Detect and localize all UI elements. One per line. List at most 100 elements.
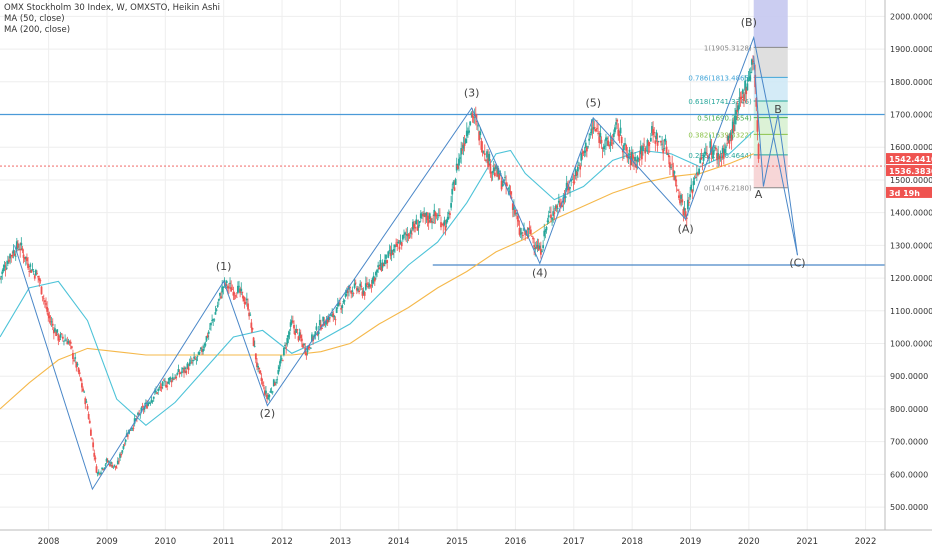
candle-body — [608, 145, 611, 147]
candle-body — [573, 181, 576, 183]
candle-body — [105, 458, 108, 462]
candle-body — [217, 299, 220, 301]
candle-body — [40, 286, 43, 295]
candle-body — [735, 110, 738, 115]
candle-body — [5, 267, 8, 269]
candle-body — [436, 218, 439, 220]
candle-body — [33, 275, 36, 279]
candle-body — [376, 269, 378, 273]
candle-body — [623, 144, 625, 151]
candle-body — [515, 213, 518, 214]
candle-body — [296, 329, 299, 331]
candle-body — [121, 450, 124, 453]
candle-body — [186, 363, 189, 369]
candle-body — [498, 174, 501, 180]
candle-body — [434, 212, 437, 217]
candle-body — [239, 288, 242, 294]
candle-body — [100, 472, 102, 474]
candle-body — [109, 463, 111, 467]
candle-body — [139, 414, 142, 416]
candle-body — [610, 139, 613, 141]
y-tick-label: 2000.0000 — [890, 12, 932, 21]
candle-body — [189, 360, 192, 362]
candle-body — [275, 382, 277, 383]
candle-body — [231, 288, 234, 290]
candle-body — [377, 265, 380, 268]
candle-body — [453, 187, 456, 191]
candle-body — [95, 466, 98, 473]
candle-body — [168, 377, 171, 381]
candle-body — [456, 165, 459, 170]
candle-body — [130, 429, 133, 431]
candle-body — [141, 406, 144, 408]
candle-body — [617, 129, 620, 136]
candle-body — [38, 278, 41, 281]
candle-body — [450, 203, 453, 208]
candle-body — [243, 301, 246, 305]
candle-body — [47, 313, 50, 316]
candle-body — [397, 241, 400, 244]
candle-body — [39, 280, 42, 282]
candle-body — [208, 328, 211, 330]
price-label-bg — [886, 165, 932, 177]
fib-level-label: 0.786(1813.4865) — [688, 74, 752, 82]
candle-body — [470, 112, 473, 116]
candle-body — [577, 166, 579, 172]
candle-body — [715, 147, 717, 150]
candle-body — [184, 367, 187, 369]
candle-body — [236, 285, 239, 293]
candle-body — [247, 303, 249, 310]
candle-body — [481, 150, 484, 153]
candle-body — [482, 151, 485, 153]
candle-body — [471, 113, 474, 117]
candle-body — [454, 178, 457, 185]
x-tick-label: 2022 — [855, 537, 877, 547]
candle-body — [734, 115, 736, 125]
candle-body — [207, 331, 210, 334]
candle-body — [337, 302, 340, 305]
candle-body — [594, 128, 597, 132]
candle-body — [514, 209, 516, 215]
candle-body — [352, 292, 355, 294]
candle-body — [58, 339, 61, 340]
candle-body — [644, 147, 647, 154]
candle-body — [197, 352, 200, 355]
candle-body — [437, 215, 440, 216]
candle-body — [86, 406, 89, 410]
candle-body — [68, 341, 71, 343]
candle-body — [339, 303, 341, 305]
candle-body — [155, 390, 157, 392]
candle-body — [300, 338, 303, 342]
candle-body — [177, 369, 180, 373]
candle-body — [166, 385, 169, 387]
candle-body — [520, 232, 523, 234]
candle-body — [592, 127, 595, 130]
candle-body — [677, 195, 680, 198]
candle-body — [134, 418, 137, 420]
candle-body — [289, 322, 292, 327]
candle-body — [152, 396, 155, 399]
candle-body — [41, 296, 44, 298]
candle-body — [110, 462, 112, 464]
candle-body — [29, 264, 32, 267]
candle-body — [396, 244, 399, 247]
candle-body — [187, 367, 190, 371]
candle-body — [394, 244, 396, 248]
candle-body — [308, 347, 311, 348]
candle-body — [528, 227, 531, 229]
candle-body — [6, 260, 9, 265]
candle-body — [256, 362, 258, 368]
candle-body — [20, 242, 23, 246]
candle-body — [435, 215, 438, 217]
candle-body — [598, 136, 601, 143]
candle-body — [459, 157, 461, 159]
candle-body — [728, 139, 731, 144]
candle-body — [729, 132, 732, 139]
y-tick-label: 1700.0000 — [890, 111, 932, 120]
candle-body — [315, 326, 318, 330]
candle-body — [88, 420, 91, 424]
candle-body — [649, 137, 652, 142]
candle-body — [747, 79, 750, 82]
